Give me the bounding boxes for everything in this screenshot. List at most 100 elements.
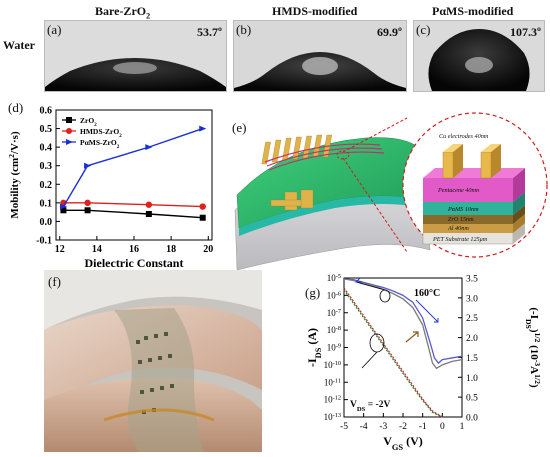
temperature-label: 160°C xyxy=(414,288,440,299)
leader-line-lower xyxy=(361,351,378,369)
header-hmds-modified: HMDS-modified xyxy=(272,4,358,18)
angle-b: 69.9º xyxy=(377,25,402,39)
layer-stack xyxy=(422,144,526,245)
data-point xyxy=(199,203,206,210)
y-axis-label: -IDS (A) xyxy=(305,328,323,367)
data-point xyxy=(84,199,91,207)
y2-tick-label: 0.5 xyxy=(466,394,478,404)
data-point xyxy=(145,144,153,151)
header-pams-modified: PαMS-modified xyxy=(432,4,514,18)
photo-b-droplet: (b) 69.9º xyxy=(233,20,407,92)
arrow-brown xyxy=(405,331,419,343)
y2-tick-label: 1.0 xyxy=(466,374,478,384)
x-tick-label: 1 xyxy=(460,422,465,432)
series-line xyxy=(62,127,203,207)
y-tick-label: 0.5 xyxy=(40,124,53,135)
layer-label: Al 40nm xyxy=(447,225,469,232)
angle-a: 53.7º xyxy=(197,25,222,39)
y-tick-label: 10-6 xyxy=(327,290,341,301)
layer-label: ZrO 15nm xyxy=(448,216,474,223)
data-point xyxy=(60,207,67,214)
droplet-a-svg xyxy=(45,21,226,91)
legend-marker xyxy=(66,139,73,145)
data-point xyxy=(199,125,207,132)
y-axis-label: Mobility (cm2/V·s) xyxy=(7,131,22,219)
y2-tick-label: 3.5 xyxy=(466,275,478,285)
x-tick-label: -3 xyxy=(379,422,387,432)
series-line xyxy=(343,278,463,365)
series-line xyxy=(343,289,443,418)
panel-b-label: (b) xyxy=(236,22,252,37)
leader-line-left xyxy=(355,281,386,291)
pentacene-strips xyxy=(264,143,385,171)
arrow-sweep xyxy=(415,299,439,323)
layer-labels: Cu electrodes 40nm Pentacene 40nm PαMS 1… xyxy=(432,133,489,243)
y-tick-label: 0.3 xyxy=(40,161,53,172)
device-schematic: Cu electrodes 40nm Pentacene 40nm PαMS 1… xyxy=(234,112,548,270)
electrode-array xyxy=(261,134,333,211)
flex-device-svg xyxy=(44,270,262,452)
legend-label: HMDS-ZrO2 xyxy=(80,127,122,139)
x-tick-label: 12 xyxy=(55,244,65,255)
x-tick-label: 20 xyxy=(203,244,213,255)
layer-label: PαMS 10nm xyxy=(447,206,479,213)
y-tick-label: -0.1 xyxy=(36,236,52,247)
x-tick-label: 14 xyxy=(92,244,102,255)
x-tick-label: -1 xyxy=(419,422,427,432)
y-tick-label: 10-12 xyxy=(324,394,341,405)
data-point xyxy=(199,214,206,221)
panel-g-label: (g) xyxy=(305,285,321,300)
series-line xyxy=(63,202,203,208)
y2-tick-label: 0.0 xyxy=(466,414,478,424)
y-tick-label: 10-7 xyxy=(327,307,341,318)
x-tick-label: 18 xyxy=(166,244,176,255)
y-tick-label: 10-8 xyxy=(327,325,341,336)
droplet-c-svg xyxy=(414,21,544,91)
panel-e-label: (e) xyxy=(232,120,247,135)
legend-marker xyxy=(66,128,72,134)
y2-tick-label: 2.5 xyxy=(466,314,478,324)
data-point xyxy=(84,162,92,169)
angle-c: 107.3º xyxy=(510,25,541,39)
arrow-left-icon xyxy=(354,277,362,283)
y2-axis-label: (-IDS)1/2 (10-3A1/2) xyxy=(525,307,543,388)
vds-label: VDS = -2V xyxy=(350,400,390,413)
data-point xyxy=(145,211,152,217)
y-tick-label: 10-9 xyxy=(327,342,341,353)
transfer-curve-chart: 10-1310-1210-1110-1010-910-810-710-610-5… xyxy=(305,273,543,452)
legend-label: ZrO2 xyxy=(80,116,97,128)
header-bare-zro2: Bare-ZrO2 xyxy=(95,4,151,21)
y2-tick-label: 3.0 xyxy=(466,294,478,304)
photo-a-droplet: (a) 53.7º xyxy=(44,20,227,92)
data-point xyxy=(59,203,67,210)
x-tick-label: 0 xyxy=(440,422,445,432)
x-tick-label: -5 xyxy=(340,422,348,432)
y2-tick-label: 1.5 xyxy=(466,354,478,364)
y-tick-label: 0.6 xyxy=(40,106,53,117)
series-line xyxy=(63,209,203,219)
legend-marker xyxy=(66,117,72,123)
photo-c-droplet: (c) 107.3º xyxy=(413,20,545,92)
data-point xyxy=(84,207,91,214)
panel-c-label: (c) xyxy=(416,22,431,37)
x-tick-label: -4 xyxy=(360,422,368,432)
panel-f-label: (f) xyxy=(48,274,61,289)
y-tick-label: 10-13 xyxy=(324,412,341,423)
y-tick-label: 0.1 xyxy=(40,198,53,209)
droplet-b-svg xyxy=(234,21,406,91)
series-line xyxy=(343,278,463,370)
series-line xyxy=(343,287,443,418)
data-point xyxy=(145,201,153,208)
layer-label: Pentacene 40nm xyxy=(437,187,480,194)
panel-d-label: (d) xyxy=(8,100,24,115)
x-axis-label: VGS (V) xyxy=(383,434,423,452)
x-tick-label: -2 xyxy=(399,422,407,432)
y-tick-label: 0.2 xyxy=(40,180,53,191)
y-tick-label: 0.0 xyxy=(40,217,53,228)
layer-label: Cu electrodes 40nm xyxy=(439,133,489,140)
y-tick-label: 10-11 xyxy=(324,377,341,388)
y2-tick-label: 2.0 xyxy=(466,334,478,344)
loop-circle-upper xyxy=(379,289,391,303)
panel-a-label: (a) xyxy=(47,22,62,37)
y-tick-label: 10-5 xyxy=(327,273,341,284)
